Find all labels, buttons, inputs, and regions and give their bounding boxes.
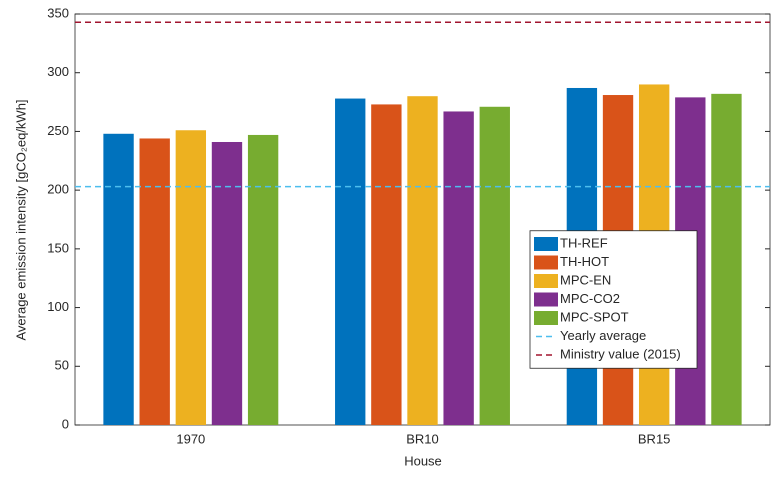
bar — [175, 130, 207, 426]
y-tick-label: 200 — [47, 182, 69, 197]
bar — [335, 98, 366, 425]
bar — [407, 96, 438, 425]
legend-swatch — [534, 237, 558, 251]
legend-label: Ministry value (2015) — [560, 346, 681, 361]
x-tick-label: 1970 — [176, 431, 205, 446]
legend-label: MPC-CO2 — [560, 291, 620, 306]
bar — [103, 133, 134, 425]
y-tick-label: 50 — [55, 358, 69, 373]
bar — [139, 138, 170, 425]
bar — [247, 134, 279, 426]
legend-swatch — [534, 292, 558, 307]
legend-swatch — [534, 255, 558, 270]
legend-label: MPC-EN — [560, 272, 611, 287]
y-tick-label: 350 — [47, 5, 69, 20]
legend-label: TH-REF — [560, 235, 608, 250]
y-tick-label: 100 — [47, 299, 69, 314]
y-tick-label: 300 — [47, 64, 69, 79]
y-axis-label: Average emission intensity [gCO₂eq/kWh] — [13, 99, 28, 340]
legend-label: Yearly average — [560, 328, 646, 343]
bar — [479, 106, 510, 426]
legend-swatch — [534, 311, 558, 325]
x-tick-label: BR10 — [406, 431, 439, 446]
y-tick-label: 250 — [47, 123, 69, 138]
bar — [371, 104, 402, 426]
bar — [711, 93, 742, 425]
bar — [211, 141, 243, 426]
y-tick-label: 0 — [62, 416, 69, 431]
y-tick-label: 150 — [47, 240, 69, 255]
legend-label: MPC-SPOT — [560, 309, 629, 324]
x-axis-label: House — [404, 453, 442, 468]
legend-swatch — [534, 274, 558, 288]
x-tick-label: BR15 — [638, 431, 671, 446]
bar — [443, 111, 474, 426]
legend-label: TH-HOT — [560, 254, 609, 269]
